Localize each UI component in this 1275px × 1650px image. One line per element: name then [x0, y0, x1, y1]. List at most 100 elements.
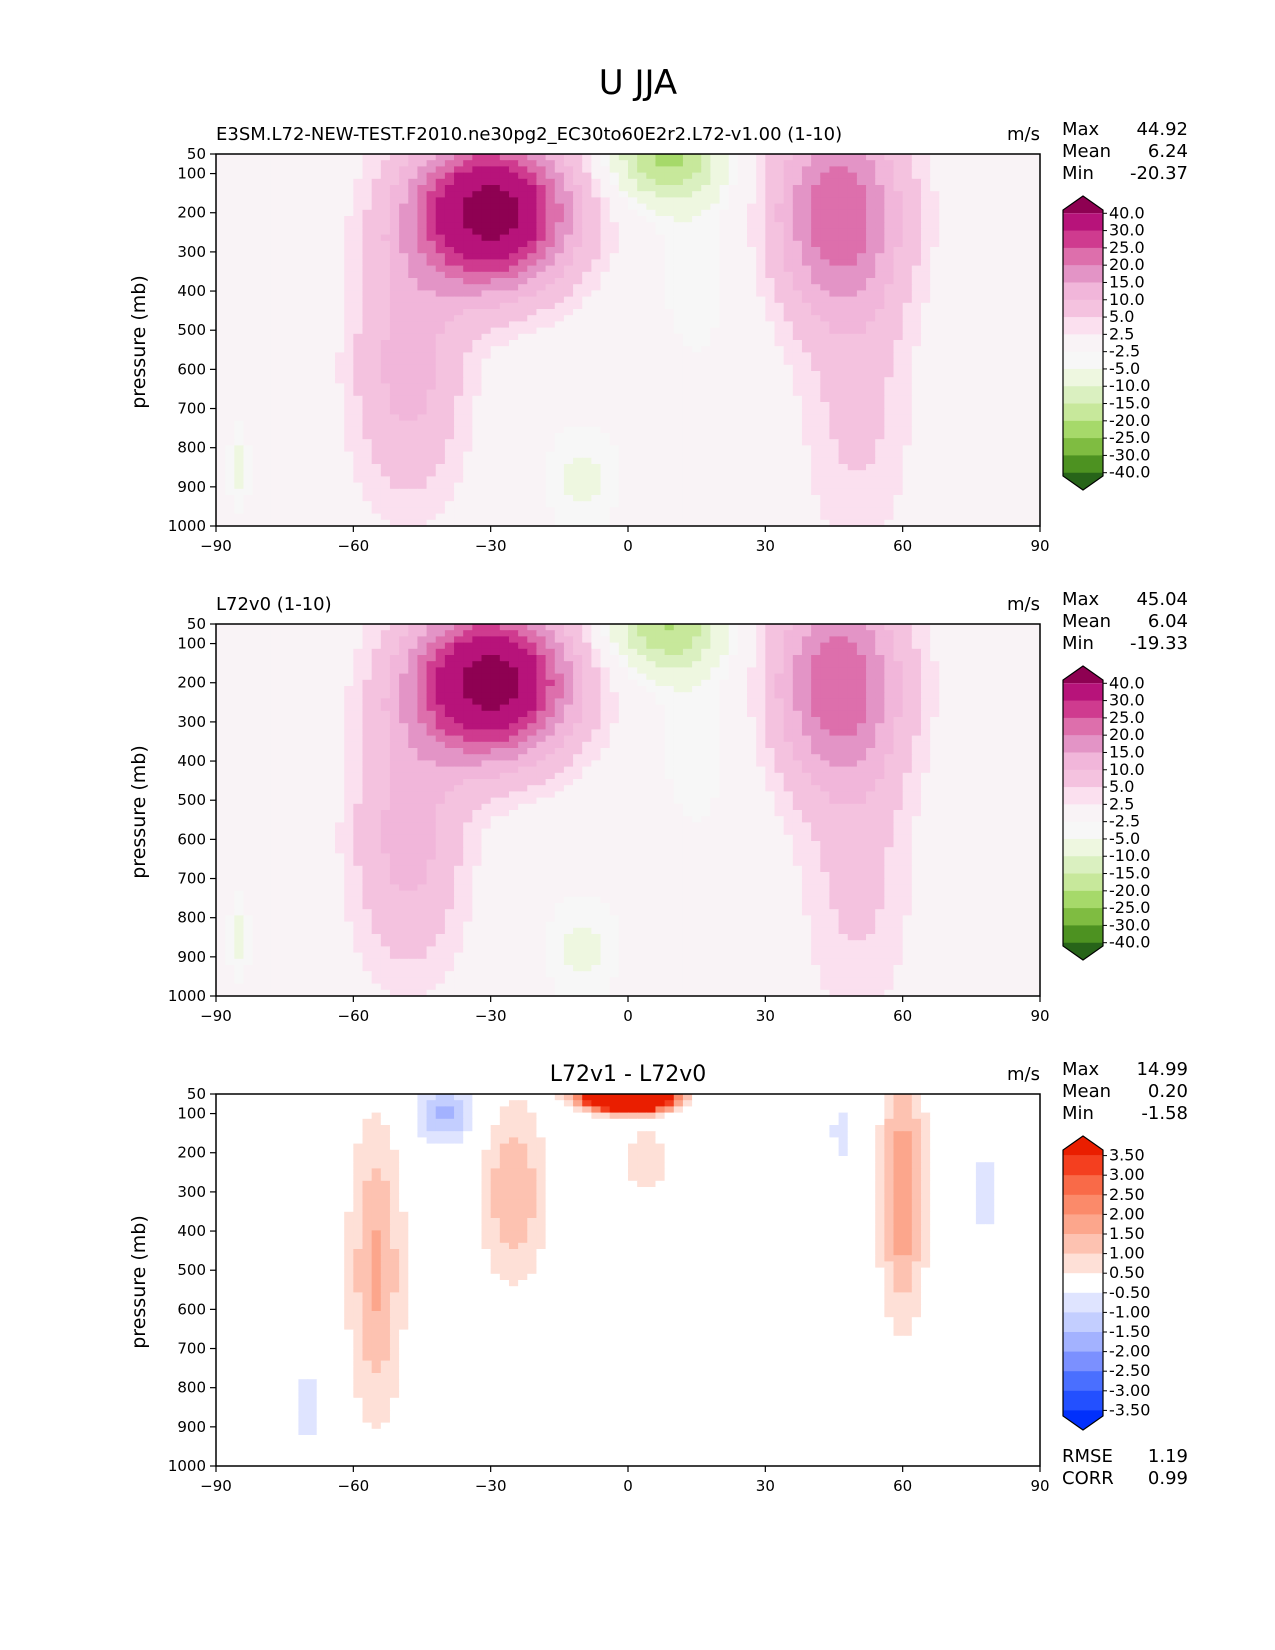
field-cell [600, 284, 611, 291]
field-cell [692, 321, 702, 329]
field-cell [930, 253, 940, 260]
field-cell [737, 377, 748, 384]
field-cell [966, 371, 977, 378]
field-cell [280, 203, 290, 211]
field-cell [939, 315, 950, 322]
field-cell [225, 420, 235, 428]
field-cell [884, 445, 895, 453]
field-cell [930, 166, 940, 174]
field-cell [243, 203, 254, 211]
field-cell [747, 488, 757, 496]
field-cell [957, 346, 968, 353]
field-cell [920, 426, 931, 434]
field-cell [774, 265, 785, 273]
field-cell [673, 216, 684, 223]
field-cell [481, 228, 492, 236]
field-cell [371, 222, 382, 229]
field-cell [490, 457, 501, 465]
field-cell [1012, 259, 1023, 267]
field-cell [499, 389, 510, 397]
field-cell [499, 160, 510, 167]
field-cell [216, 476, 226, 484]
field-cell [444, 358, 455, 366]
field-cell [325, 402, 336, 409]
field-cell [618, 327, 629, 335]
field-cell [252, 172, 263, 180]
field-cell [399, 234, 409, 242]
field-cell [847, 240, 858, 248]
field-cell [673, 333, 684, 341]
field-cell [371, 228, 382, 236]
field-cell [554, 402, 565, 409]
field-cell [289, 160, 299, 167]
stat-mean-value: 6.24 [1148, 141, 1188, 162]
field-cell [216, 321, 226, 329]
field-cell [261, 476, 272, 484]
field-cell [600, 333, 611, 341]
field-cell [545, 321, 556, 329]
field-cell [820, 191, 831, 198]
field-cell [261, 166, 272, 174]
field-cell [939, 358, 950, 366]
field-cell [618, 290, 629, 298]
field-cell [930, 197, 940, 205]
field-cell [682, 154, 693, 161]
field-cell [774, 253, 785, 260]
field-cell [856, 247, 867, 254]
field-cell [463, 464, 473, 471]
field-cell [591, 426, 602, 434]
field-cell [472, 191, 483, 198]
field-cell [426, 408, 437, 415]
field-cell [701, 470, 711, 477]
field-cell [389, 216, 400, 223]
field-cell [765, 278, 776, 285]
field-cell [261, 464, 272, 471]
field-cell [719, 488, 730, 496]
field-cell [884, 383, 895, 391]
field-cell [930, 240, 940, 248]
field-cell [380, 178, 391, 186]
field-cell [508, 395, 519, 403]
field-cell [692, 395, 702, 403]
field-cell [966, 445, 977, 453]
field-cell [444, 439, 455, 446]
field-cell [838, 209, 849, 217]
field-cell [792, 284, 803, 291]
field-cell [618, 358, 629, 366]
field-cell [389, 197, 400, 205]
field-cell [554, 482, 565, 490]
field-cell [518, 420, 528, 428]
field-cell [380, 191, 391, 198]
field-cell [316, 420, 327, 428]
contour-field [216, 154, 1041, 527]
field-cell [335, 340, 345, 347]
field-cell [829, 309, 840, 316]
field-cell [682, 333, 693, 341]
field-cell [444, 278, 455, 285]
field-cell [701, 377, 711, 384]
field-cell [362, 284, 373, 291]
field-cell [435, 172, 446, 180]
field-cell [820, 315, 831, 322]
field-cell [902, 271, 913, 279]
field-cell [261, 371, 272, 378]
field-cell [765, 185, 776, 192]
field-cell [1021, 216, 1032, 223]
field-cell [948, 426, 959, 434]
field-cell [600, 340, 611, 347]
field-cell [902, 346, 913, 353]
field-cell [289, 408, 299, 415]
field-cell [399, 302, 409, 310]
field-cell [545, 197, 556, 205]
field-cell [563, 216, 574, 223]
field-cell [893, 358, 904, 366]
field-cell [985, 259, 995, 267]
field-cell [454, 451, 464, 459]
field-cell [243, 333, 254, 341]
field-cell [252, 488, 263, 496]
field-cell [719, 172, 730, 180]
field-cell [783, 395, 794, 403]
field-cell [646, 154, 657, 161]
field-cell [692, 315, 702, 322]
field-cell [380, 383, 391, 391]
